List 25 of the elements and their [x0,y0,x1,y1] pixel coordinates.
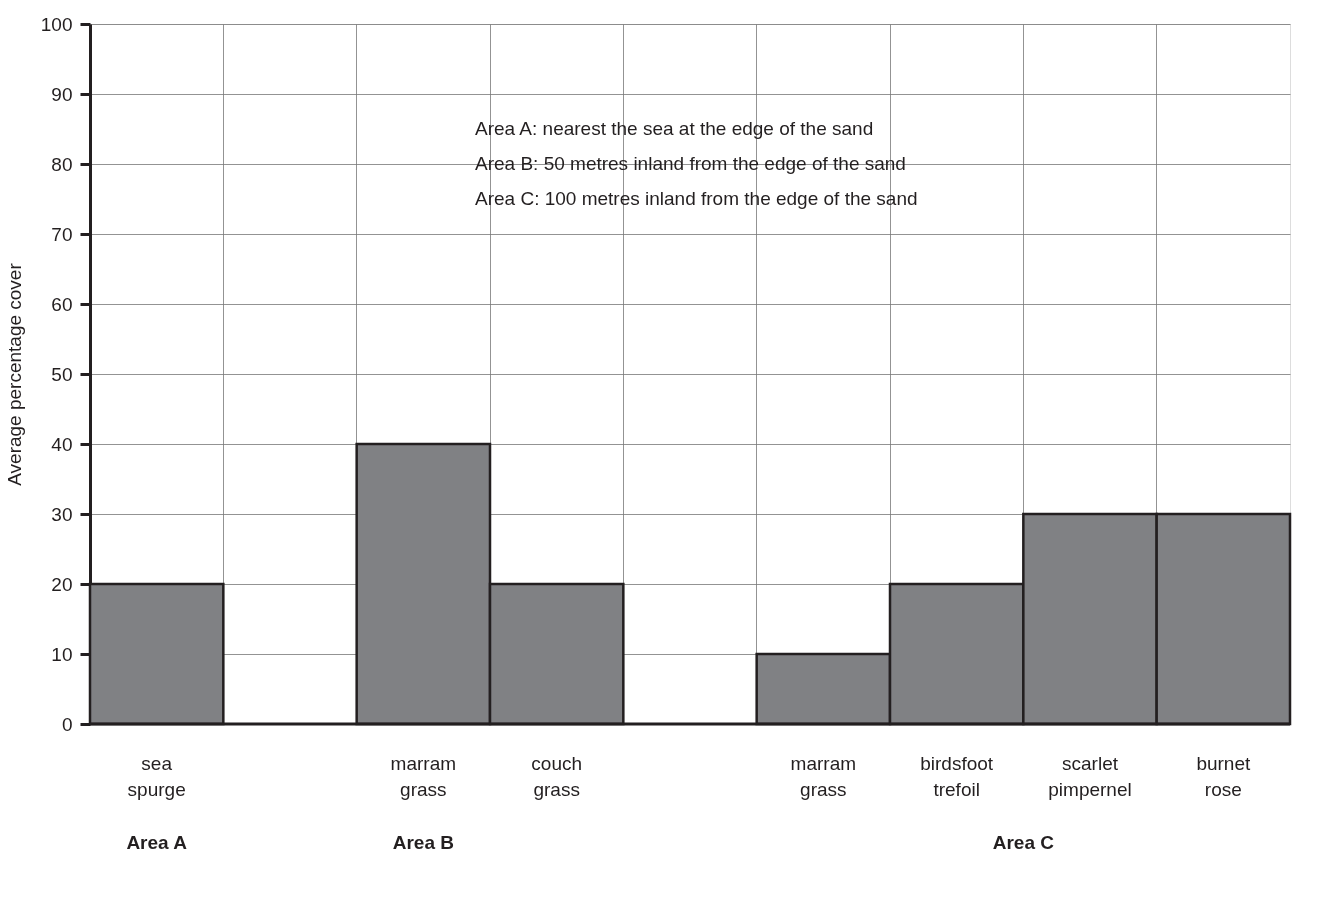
annotation: Area B: 50 metres inland from the edge of the sand [475,153,906,174]
x-tick-label: birdsfoot trefoil [920,752,994,800]
y-tick-label: 90 [51,83,73,105]
x-tick-label: sea spurge [127,752,186,800]
y-tick-label: 80 [51,153,73,175]
annotation: Area C: 100 metres inland from the edge of the sand [475,188,918,209]
x-tick-label: marram grass [390,752,457,800]
x-tick-label: burnet rose [1196,752,1251,800]
y-tick-label: 60 [51,293,73,315]
text: Area A [126,832,188,853]
y-tick-label: 70 [51,223,73,245]
y-tick-label: 40 [51,433,73,455]
text: Area C [992,832,1055,853]
y-tick-label: 100 [40,13,73,35]
y-tick-label: 10 [51,643,73,665]
x-tick-label: scarlet pimpernel [1048,752,1132,800]
y-tick-label: 20 [51,573,73,595]
x-tick-label: marram grass [790,752,857,800]
x-tick-label: couch grass [531,752,583,800]
y-axis-title: Average percentage cover [3,262,25,486]
y-tick-label: 50 [51,363,73,385]
text: Area B [392,832,454,853]
y-tick-label: 0 [61,713,73,735]
annotation: Area A: nearest the sea at the edge of the sand [475,118,874,139]
y-tick-label: 30 [51,503,73,525]
